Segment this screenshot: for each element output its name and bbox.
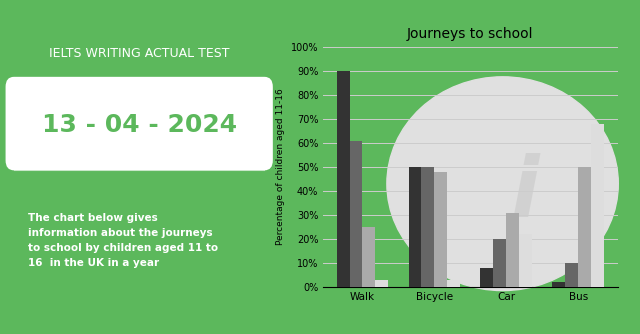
Y-axis label: Percentage of children aged 11-16: Percentage of children aged 11-16: [276, 89, 285, 245]
Bar: [349, 141, 362, 287]
FancyBboxPatch shape: [6, 77, 273, 170]
Title: Journeys to school: Journeys to school: [407, 27, 534, 41]
Bar: [552, 283, 565, 287]
Circle shape: [387, 77, 618, 291]
Text: i: i: [510, 153, 539, 234]
Bar: [422, 167, 435, 287]
Bar: [362, 227, 376, 287]
Bar: [408, 167, 422, 287]
Bar: [565, 263, 579, 287]
Text: 13 - 04 - 2024: 13 - 04 - 2024: [42, 113, 237, 137]
Bar: [579, 167, 591, 287]
Text: The chart below gives
information about the journeys
to school by children aged : The chart below gives information about …: [28, 213, 218, 268]
Bar: [519, 234, 532, 287]
Bar: [337, 71, 349, 287]
Bar: [447, 280, 460, 287]
Text: IELTS WRITING ACTUAL TEST: IELTS WRITING ACTUAL TEST: [49, 47, 230, 60]
Bar: [493, 239, 506, 287]
Bar: [435, 172, 447, 287]
Bar: [376, 280, 388, 287]
Bar: [591, 124, 604, 287]
Bar: [481, 268, 493, 287]
Bar: [506, 213, 519, 287]
